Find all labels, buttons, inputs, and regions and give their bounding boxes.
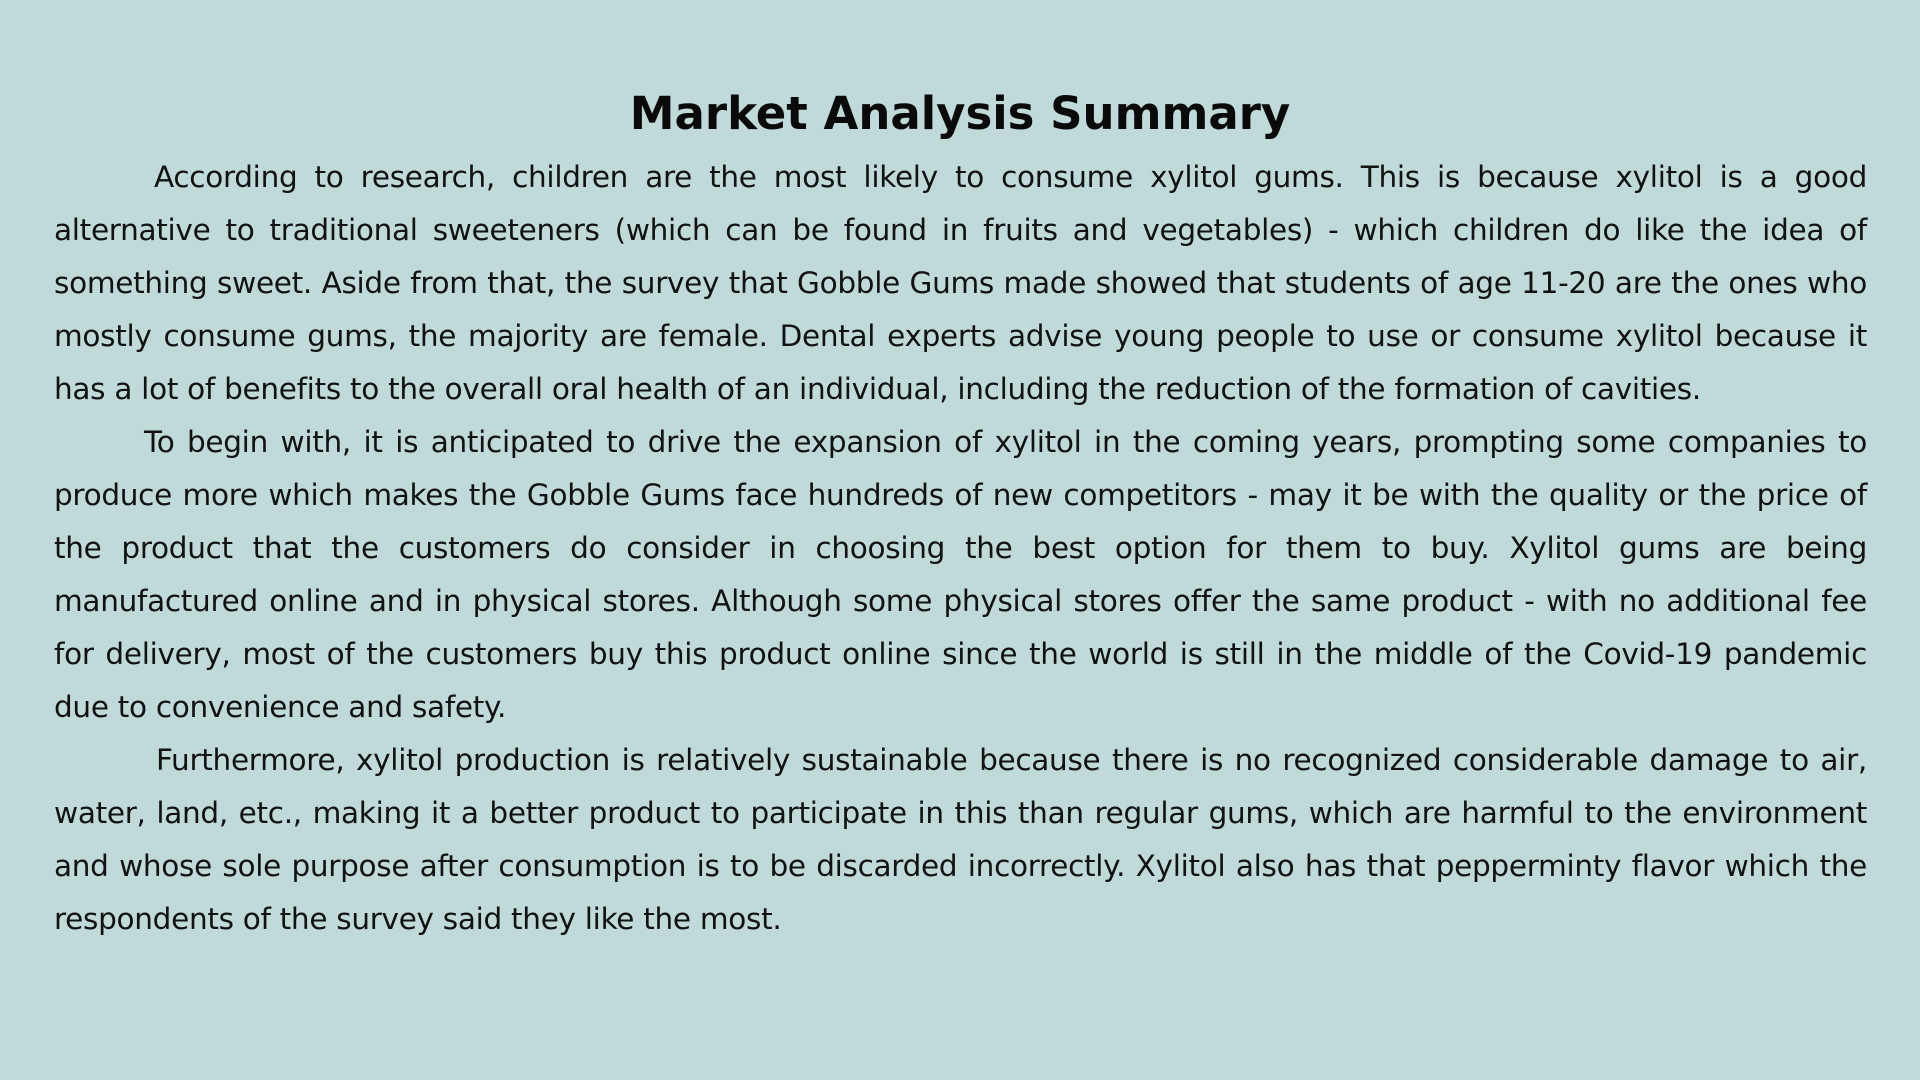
paragraph-sustainability: Furthermore, xylitol production is relat… (54, 743, 1867, 936)
paragraph-competition: To begin with, it is anticipated to driv… (54, 425, 1867, 724)
summary-body: According to research, children are the … (54, 151, 1867, 946)
paragraph-research: According to research, children are the … (54, 160, 1867, 406)
page-title: Market Analysis Summary (629, 87, 1291, 140)
